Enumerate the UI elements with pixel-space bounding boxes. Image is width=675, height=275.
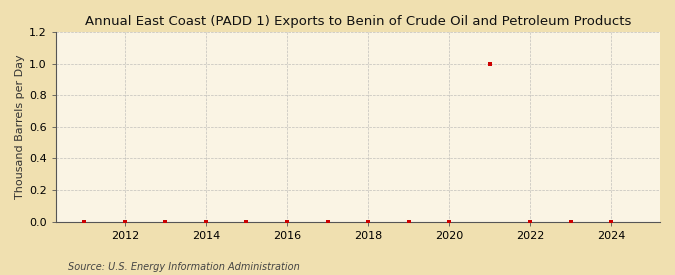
Point xyxy=(160,219,171,224)
Point xyxy=(322,219,333,224)
Point xyxy=(281,219,292,224)
Point xyxy=(119,219,130,224)
Point xyxy=(38,61,49,66)
Text: Source: U.S. Energy Information Administration: Source: U.S. Energy Information Administ… xyxy=(68,262,299,272)
Point xyxy=(566,219,576,224)
Y-axis label: Thousand Barrels per Day: Thousand Barrels per Day xyxy=(15,54,25,199)
Point xyxy=(241,219,252,224)
Point xyxy=(525,219,536,224)
Point xyxy=(403,219,414,224)
Point xyxy=(79,219,90,224)
Point xyxy=(200,219,211,224)
Point xyxy=(606,219,617,224)
Point xyxy=(362,219,373,224)
Point xyxy=(443,219,454,224)
Point xyxy=(485,61,495,66)
Title: Annual East Coast (PADD 1) Exports to Benin of Crude Oil and Petroleum Products: Annual East Coast (PADD 1) Exports to Be… xyxy=(85,15,631,28)
